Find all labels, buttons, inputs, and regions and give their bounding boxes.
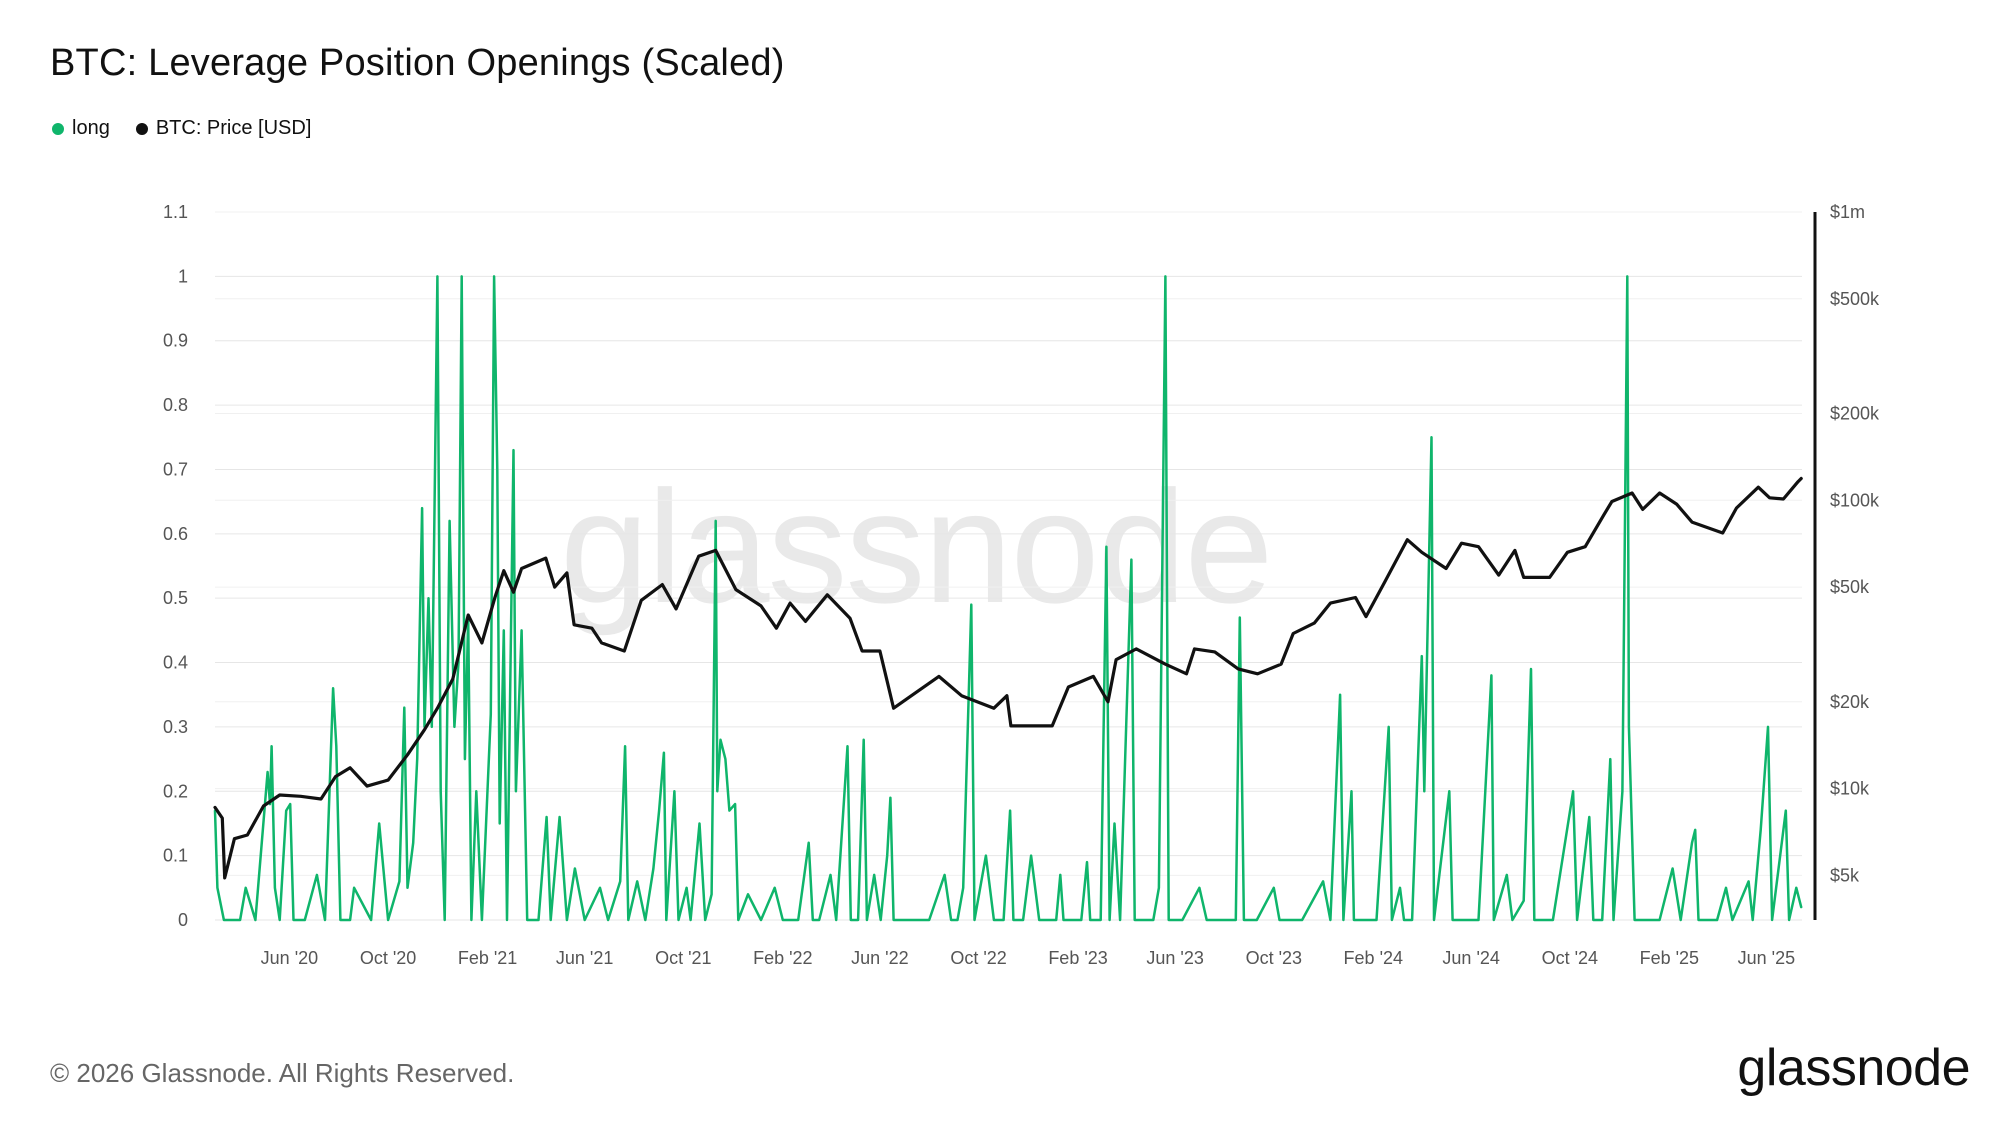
- y-right-tick-label: $5k: [1830, 865, 1860, 885]
- y-axis-left: 0 0.1 0.2 0.3 0.4 0.5 0.6 0.7 0.8 0.9 1 1.1: [163, 202, 188, 930]
- x-tick-label: Jun '20: [261, 948, 318, 968]
- x-tick-label: Oct '21: [655, 948, 711, 968]
- x-tick-label: Oct '20: [360, 948, 416, 968]
- x-tick-label: Oct '24: [1542, 948, 1598, 968]
- y-right-tick-label: $20k: [1830, 692, 1870, 712]
- y-axis-right: $5k $10k $20k $50k $100k $200k $500k $1m: [1813, 202, 1880, 920]
- y-right-tick-label: $200k: [1830, 404, 1880, 424]
- x-tick-label: Jun '23: [1146, 948, 1203, 968]
- y-left-tick-label: 0.4: [163, 653, 188, 673]
- x-tick-label: Oct '23: [1246, 948, 1302, 968]
- copyright-footer: © 2026 Glassnode. All Rights Reserved.: [50, 1058, 515, 1088]
- y-left-tick-label: 0.8: [163, 395, 188, 415]
- x-tick-label: Jun '25: [1738, 948, 1795, 968]
- legend-label-long: long: [72, 117, 110, 139]
- y-left-tick-label: 0.1: [163, 846, 188, 866]
- x-tick-label: Oct '22: [950, 948, 1006, 968]
- y-right-tick-label: $500k: [1830, 289, 1880, 309]
- y-right-tick-label: $1m: [1830, 202, 1865, 222]
- grid: [215, 211, 1802, 921]
- y-left-tick-label: 1: [178, 266, 188, 286]
- y-right-tick-label: $100k: [1830, 490, 1880, 510]
- legend: long BTC: Price [USD]: [52, 117, 311, 140]
- y-left-tick-label: 0.5: [163, 588, 188, 608]
- series-group: [213, 275, 1803, 922]
- y-left-tick-label: 0.7: [163, 459, 188, 479]
- y-left-tick-label: 0.9: [163, 331, 188, 351]
- legend-label-price: BTC: Price [USD]: [155, 117, 312, 139]
- x-tick-label: Feb '21: [458, 948, 517, 968]
- y-left-tick-label: 1.1: [163, 202, 188, 222]
- x-tick-label: Jun '24: [1442, 948, 1499, 968]
- glassnode-logo[interactable]: glassnode: [1737, 1039, 1970, 1097]
- x-tick-label: Feb '25: [1640, 948, 1699, 968]
- x-tick-label: Jun '22: [851, 948, 908, 968]
- legend-item-price[interactable]: BTC: Price [USD]: [135, 117, 312, 140]
- x-axis: Jun '20 Oct '20 Feb '21 Jun '21 Oct '21 Feb '…: [261, 948, 1795, 968]
- y-right-tick-label: $50k: [1830, 577, 1870, 597]
- y-left-tick-label: 0: [178, 910, 188, 930]
- legend-dot-long: [52, 122, 64, 135]
- x-tick-label: Feb '22: [753, 948, 812, 968]
- x-tick-label: Feb '24: [1344, 948, 1403, 968]
- x-tick-label: Feb '23: [1048, 948, 1107, 968]
- legend-dot-price: [135, 122, 148, 135]
- x-tick-label: Jun '21: [556, 948, 613, 968]
- series-line-long: [213, 275, 1803, 922]
- y-right-tick-label: $10k: [1830, 779, 1870, 799]
- legend-item-long[interactable]: long: [52, 117, 110, 140]
- y-left-tick-label: 0.3: [163, 717, 188, 737]
- y-left-tick-label: 0.6: [163, 524, 188, 544]
- series-line-btc-price: [213, 476, 1803, 880]
- chart-title: BTC: Leverage Position Openings (Scaled): [50, 42, 785, 84]
- y-left-tick-label: 0.2: [163, 781, 188, 801]
